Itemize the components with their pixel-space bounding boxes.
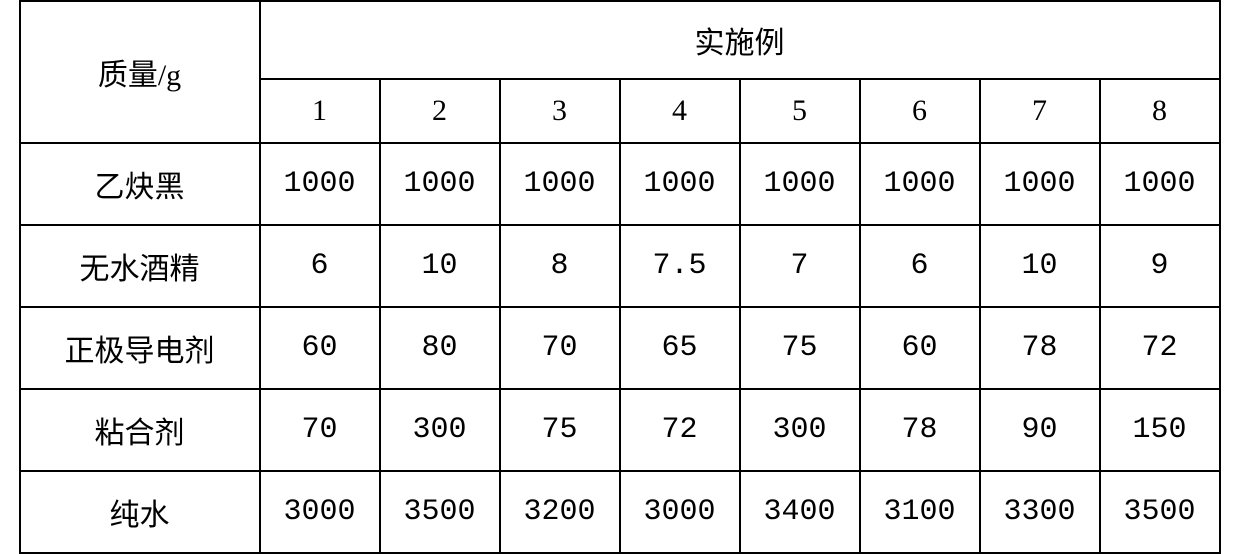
row-label: 纯水 bbox=[20, 471, 260, 553]
data-cell: 1000 bbox=[740, 143, 860, 225]
data-cell: 6 bbox=[860, 225, 980, 307]
data-cell: 1000 bbox=[260, 143, 380, 225]
table-row: 正极导电剂 60 80 70 65 75 60 78 72 bbox=[20, 307, 1220, 389]
col-header-5: 5 bbox=[740, 79, 860, 143]
data-cell: 300 bbox=[740, 389, 860, 471]
col-header-4: 4 bbox=[620, 79, 740, 143]
data-cell: 150 bbox=[1100, 389, 1220, 471]
table-row: 粘合剂 70 300 75 72 300 78 90 150 bbox=[20, 389, 1220, 471]
table-header-row-1: 质量/g 实施例 bbox=[20, 1, 1220, 79]
data-cell: 72 bbox=[1100, 307, 1220, 389]
col-header-1: 1 bbox=[260, 79, 380, 143]
table-row: 纯水 3000 3500 3200 3000 3400 3100 3300 35… bbox=[20, 471, 1220, 553]
row-label: 乙炔黑 bbox=[20, 143, 260, 225]
data-cell: 72 bbox=[620, 389, 740, 471]
column-group-header: 实施例 bbox=[260, 1, 1220, 79]
data-cell: 3000 bbox=[620, 471, 740, 553]
table-row: 乙炔黑 1000 1000 1000 1000 1000 1000 1000 1… bbox=[20, 143, 1220, 225]
data-cell: 9 bbox=[1100, 225, 1220, 307]
data-table: 质量/g 实施例 1 2 3 4 5 6 7 8 乙炔黑 1000 1000 1… bbox=[19, 0, 1221, 554]
data-cell: 1000 bbox=[500, 143, 620, 225]
data-cell: 60 bbox=[260, 307, 380, 389]
data-cell: 3200 bbox=[500, 471, 620, 553]
data-cell: 80 bbox=[380, 307, 500, 389]
data-cell: 1000 bbox=[380, 143, 500, 225]
col-header-6: 6 bbox=[860, 79, 980, 143]
data-cell: 75 bbox=[500, 389, 620, 471]
data-cell: 70 bbox=[500, 307, 620, 389]
data-cell: 7.5 bbox=[620, 225, 740, 307]
col-header-8: 8 bbox=[1100, 79, 1220, 143]
data-cell: 60 bbox=[860, 307, 980, 389]
data-cell: 3300 bbox=[980, 471, 1100, 553]
data-cell: 3500 bbox=[380, 471, 500, 553]
data-cell: 1000 bbox=[620, 143, 740, 225]
row-label: 正极导电剂 bbox=[20, 307, 260, 389]
col-header-7: 7 bbox=[980, 79, 1100, 143]
data-cell: 78 bbox=[980, 307, 1100, 389]
data-cell: 1000 bbox=[1100, 143, 1220, 225]
table-row: 无水酒精 6 10 8 7.5 7 6 10 9 bbox=[20, 225, 1220, 307]
row-label-header: 质量/g bbox=[20, 1, 260, 143]
col-header-2: 2 bbox=[380, 79, 500, 143]
data-cell: 8 bbox=[500, 225, 620, 307]
data-cell: 3500 bbox=[1100, 471, 1220, 553]
data-cell: 75 bbox=[740, 307, 860, 389]
data-cell: 10 bbox=[380, 225, 500, 307]
data-cell: 3000 bbox=[260, 471, 380, 553]
data-cell: 10 bbox=[980, 225, 1100, 307]
data-cell: 1000 bbox=[980, 143, 1100, 225]
data-cell: 1000 bbox=[860, 143, 980, 225]
data-cell: 6 bbox=[260, 225, 380, 307]
row-label: 无水酒精 bbox=[20, 225, 260, 307]
row-label: 粘合剂 bbox=[20, 389, 260, 471]
data-cell: 78 bbox=[860, 389, 980, 471]
data-cell: 70 bbox=[260, 389, 380, 471]
data-cell: 3400 bbox=[740, 471, 860, 553]
data-cell: 90 bbox=[980, 389, 1100, 471]
data-cell: 300 bbox=[380, 389, 500, 471]
data-cell: 65 bbox=[620, 307, 740, 389]
data-cell: 7 bbox=[740, 225, 860, 307]
data-cell: 3100 bbox=[860, 471, 980, 553]
col-header-3: 3 bbox=[500, 79, 620, 143]
